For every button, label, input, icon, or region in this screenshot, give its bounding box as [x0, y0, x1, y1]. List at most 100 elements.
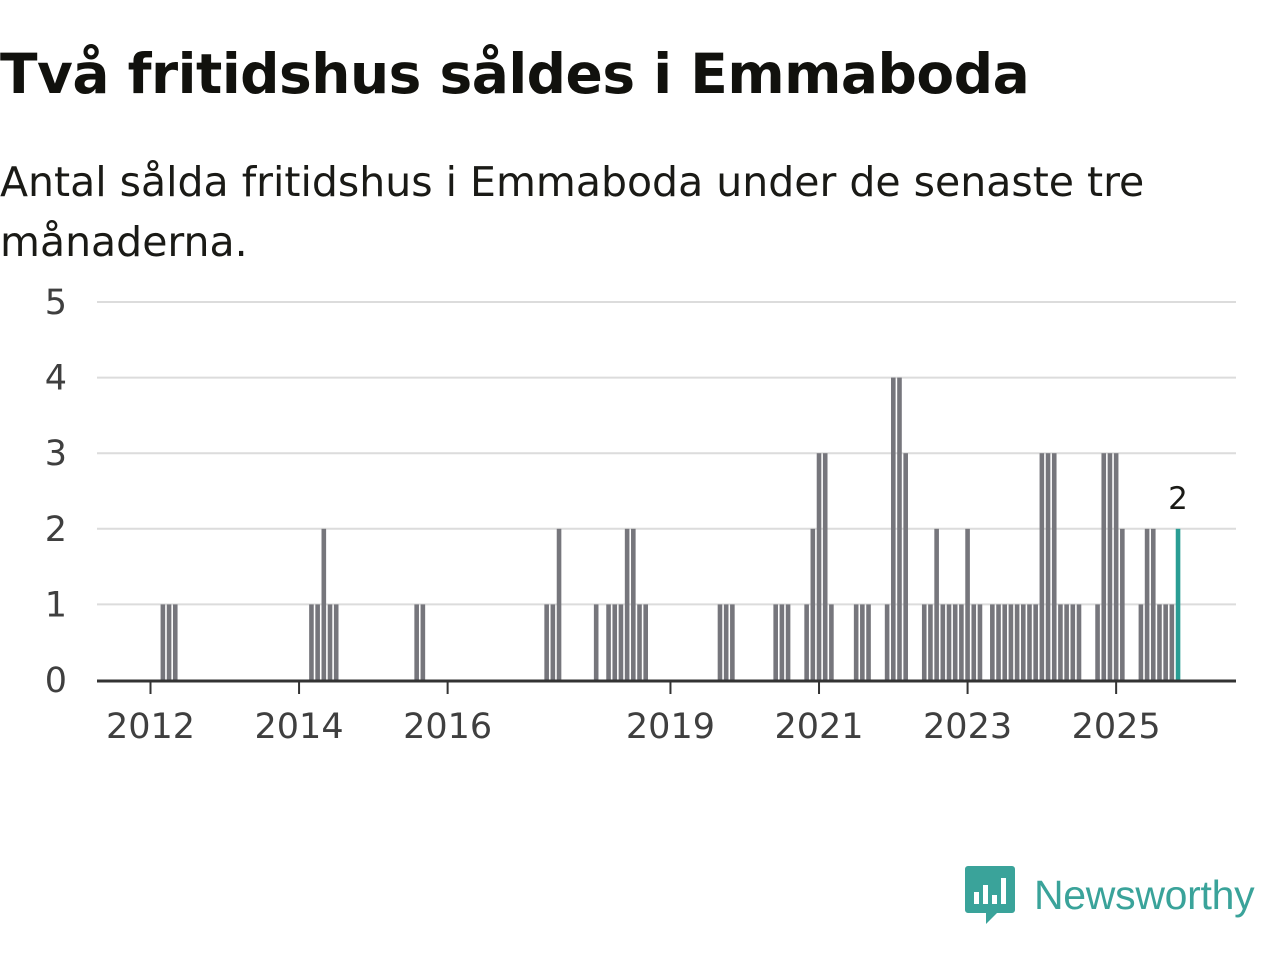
bar — [1064, 604, 1069, 680]
x-tick-label: 2019 — [626, 707, 715, 747]
bar — [593, 604, 599, 680]
chart-title: Två fritidshus såldes i Emmaboda — [0, 42, 1030, 106]
bar — [1150, 528, 1156, 680]
bar — [414, 604, 419, 680]
y-tick-label: 2 — [45, 510, 67, 550]
bar — [1101, 453, 1107, 680]
bar — [897, 377, 902, 680]
annotations: 2 — [1168, 481, 1188, 517]
bar — [884, 604, 890, 680]
bar — [860, 604, 865, 680]
bar — [333, 604, 339, 680]
bar — [315, 604, 320, 680]
bar — [1107, 453, 1113, 680]
bar — [1120, 528, 1125, 680]
bar — [1095, 604, 1100, 680]
x-tick-label: 2021 — [774, 707, 863, 747]
bar — [816, 453, 822, 680]
brand-name: Newsworthy — [1034, 871, 1255, 918]
bar — [420, 604, 426, 680]
bar — [940, 604, 946, 680]
x-tick-label: 2016 — [403, 707, 492, 747]
bar — [785, 604, 791, 680]
x-tick-label: 2014 — [255, 707, 344, 747]
bar — [321, 528, 327, 680]
bar — [717, 604, 723, 680]
bar — [965, 528, 970, 680]
bar — [773, 604, 778, 680]
bar — [1002, 604, 1008, 680]
x-tick-label: 2023 — [923, 707, 1012, 747]
bar — [637, 604, 642, 680]
bar — [606, 604, 611, 680]
bar — [779, 604, 785, 680]
bar — [804, 604, 809, 680]
bar — [1027, 604, 1032, 680]
bar — [996, 604, 1001, 680]
bar — [1020, 604, 1026, 680]
bar — [624, 528, 630, 680]
bar — [631, 528, 636, 680]
bar — [556, 528, 562, 680]
bar — [977, 604, 983, 680]
bar — [959, 604, 964, 680]
bar — [730, 604, 735, 680]
bar — [921, 604, 927, 680]
y-axis-labels: 0 1 2 3 4 5 — [45, 283, 67, 701]
bar — [1051, 453, 1057, 680]
bar — [612, 604, 618, 680]
bar — [643, 604, 648, 680]
x-tick-label: 2012 — [106, 707, 195, 747]
gridlines — [97, 301, 1236, 606]
bar — [618, 604, 624, 680]
bar — [1045, 453, 1051, 680]
bar — [971, 604, 977, 680]
y-tick-label: 0 — [45, 661, 67, 701]
bar — [810, 528, 816, 680]
bar — [166, 604, 172, 680]
bar — [952, 604, 958, 680]
bar — [990, 604, 995, 680]
bars — [160, 377, 1181, 680]
bar-highlight — [1175, 528, 1181, 680]
bar — [829, 604, 834, 680]
bar — [723, 604, 729, 680]
bar — [327, 604, 333, 680]
y-tick-label: 1 — [45, 585, 67, 625]
y-tick-label: 5 — [45, 283, 67, 323]
bar — [1113, 453, 1119, 680]
bar — [891, 377, 896, 680]
bar — [1014, 604, 1020, 680]
bar — [853, 604, 859, 680]
x-tick-label: 2025 — [1072, 707, 1161, 747]
bar — [934, 528, 939, 680]
bar — [172, 604, 178, 680]
bar — [1144, 528, 1150, 680]
chart-subtitle: Antal sålda fritidshus i Emmaboda under … — [0, 158, 1145, 266]
bar — [309, 604, 314, 680]
bar — [1058, 604, 1063, 680]
y-tick-label: 3 — [45, 434, 67, 474]
bar — [1033, 604, 1038, 680]
bar — [1138, 604, 1144, 680]
bar — [1076, 604, 1082, 680]
bar — [1070, 604, 1076, 680]
bar — [1157, 604, 1162, 680]
bar — [160, 604, 166, 680]
highlight-value-label: 2 — [1168, 481, 1188, 517]
bar — [550, 604, 556, 680]
bar — [1163, 604, 1168, 680]
x-axis: 2012 2014 2016 2019 2021 2023 2025 — [97, 679, 1236, 747]
bar — [1008, 604, 1014, 680]
bar — [866, 604, 871, 680]
bar — [946, 604, 952, 680]
bar — [544, 604, 549, 680]
bar — [903, 453, 908, 680]
bar — [1169, 604, 1175, 680]
bar — [1039, 453, 1045, 680]
y-tick-label: 4 — [45, 359, 67, 399]
bar — [822, 453, 828, 680]
bar — [928, 604, 933, 680]
brand: Newsworthy — [964, 862, 1255, 928]
newsworthy-logo-icon — [965, 866, 1015, 924]
